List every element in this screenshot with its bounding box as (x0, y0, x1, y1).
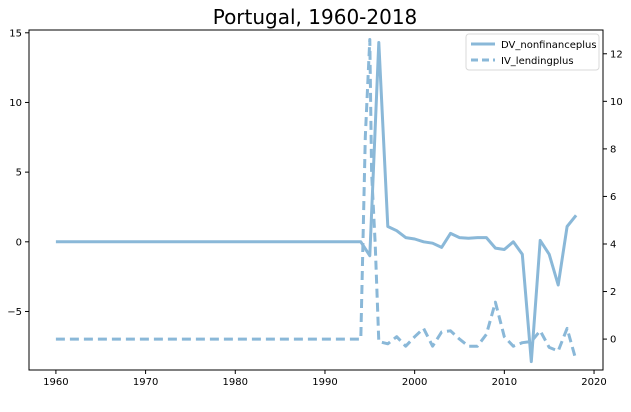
y-right-tick-label: 0 (610, 335, 616, 346)
legend-label-iv-lendingplus: IV_lendingplus (501, 56, 574, 67)
legend: DV_nonfinanceplus IV_lendingplus (465, 33, 600, 71)
legend-label-dv-nonfinanceplus: DV_nonfinanceplus (501, 40, 597, 51)
y-left-tick-label: 0 (16, 237, 22, 248)
series-line-dv-nonfinanceplus (55, 41, 578, 364)
x-tick-label: 1980 (223, 377, 248, 388)
y-right-tick-label: 10 (610, 97, 623, 108)
series-line-iv-lendingplus (55, 38, 578, 361)
y-axis-right: 0 2 4 6 8 10 12 (603, 49, 623, 346)
y-right-tick-label: 8 (610, 144, 616, 155)
y-right-tick-label: 2 (610, 287, 616, 298)
plot-area-frame (28, 29, 604, 371)
x-axis: 1960 1970 1980 1990 2000 2010 2020 (43, 370, 607, 388)
x-tick-label: 1990 (312, 377, 337, 388)
x-tick-label: 2000 (402, 377, 427, 388)
y-left-tick-label: 10 (9, 98, 22, 109)
chart-title: Portugal, 1960-2018 (213, 5, 418, 29)
x-tick-label: 1960 (43, 377, 68, 388)
y-left-tick-label: −5 (7, 307, 22, 318)
y-left-tick-label: 5 (16, 168, 22, 179)
y-right-tick-label: 12 (610, 49, 623, 60)
x-tick-label: 2020 (581, 377, 606, 388)
y-axis-left: −5 0 5 10 15 (7, 28, 29, 318)
y-right-tick-label: 4 (610, 239, 616, 250)
series-layer (55, 38, 578, 364)
x-tick-label: 2010 (492, 377, 517, 388)
legend-frame (465, 33, 600, 71)
y-left-tick-label: 15 (9, 28, 22, 39)
y-right-tick-label: 6 (610, 192, 616, 203)
x-tick-label: 1970 (133, 377, 158, 388)
